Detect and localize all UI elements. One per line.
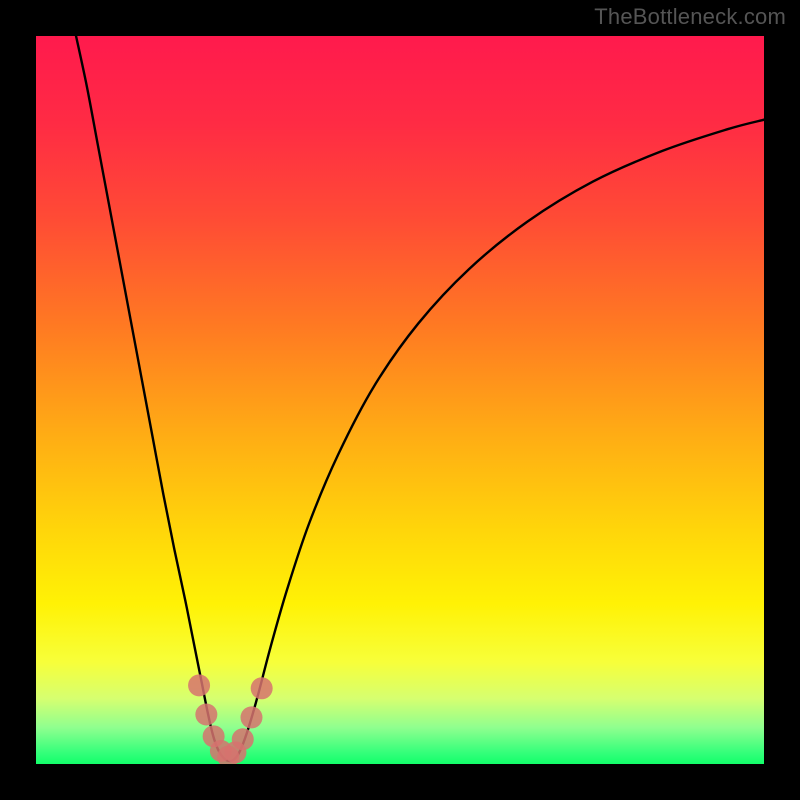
valley-marker bbox=[195, 704, 217, 726]
valley-marker bbox=[188, 674, 210, 696]
valley-marker bbox=[232, 728, 254, 750]
valley-marker bbox=[240, 706, 262, 728]
valley-marker bbox=[251, 677, 273, 699]
chart-svg bbox=[0, 0, 800, 800]
plot-area bbox=[36, 36, 764, 768]
chart-stage: TheBottleneck.com bbox=[0, 0, 800, 800]
